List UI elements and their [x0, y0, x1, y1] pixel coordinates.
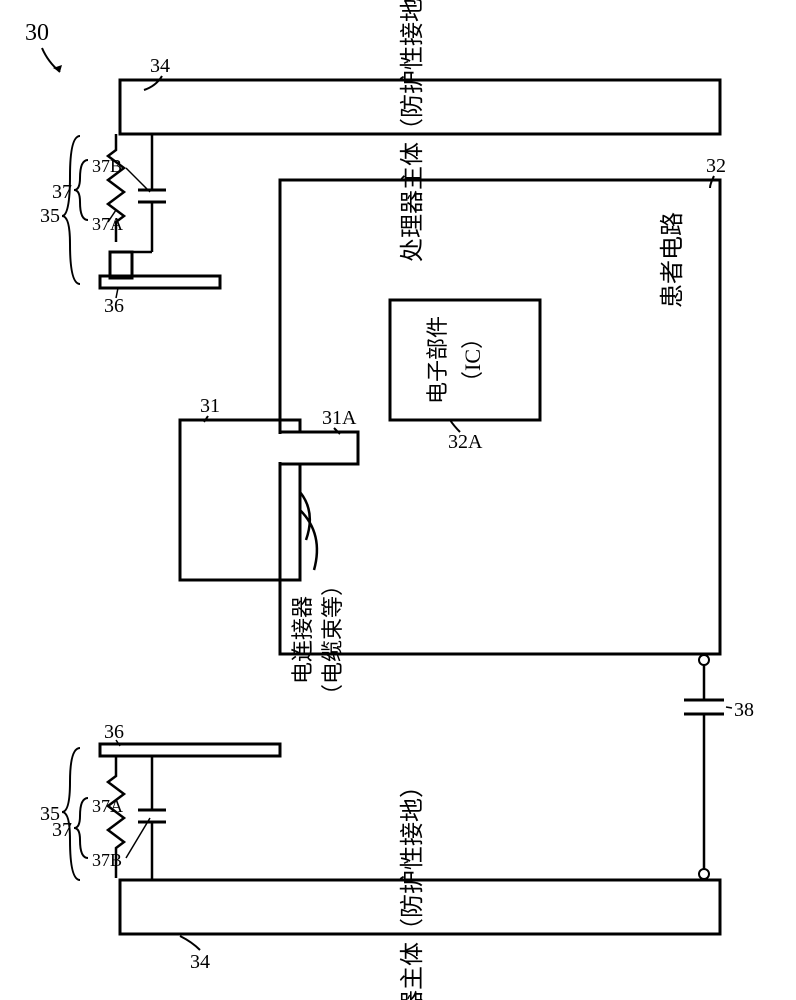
arrow-34-bottom — [180, 936, 200, 950]
ref-31: 31 — [200, 395, 220, 417]
brace-37-top — [74, 160, 88, 220]
ref-37A-top: 37A — [92, 214, 123, 234]
elec-connector-label-1: 电连接器 — [290, 596, 315, 684]
patient-circuit-label: 患者电路 — [659, 212, 686, 308]
ref-32A: 32A — [448, 431, 483, 453]
brace-35-top — [62, 136, 80, 284]
ref-36-bottom: 36 — [104, 721, 124, 743]
brace-37-bottom — [74, 798, 88, 858]
capacitor-38 — [684, 654, 724, 880]
elec-connector-label-2: （电缆束等） — [320, 574, 345, 706]
ic-label-2: （IC） — [460, 327, 485, 393]
processor-body-top-label: 处理器主体（防护性接地） — [399, 0, 426, 262]
ref-35-bottom: 35 — [40, 803, 60, 825]
leader-32 — [710, 176, 714, 188]
ref-37B-bottom: 37B — [92, 850, 122, 870]
ref-35-top: 35 — [40, 205, 60, 227]
ref-36-top: 36 — [104, 295, 124, 317]
brace-35-bottom — [62, 748, 80, 880]
ref-31A: 31A — [322, 407, 357, 429]
leader-37B-bottom — [126, 818, 150, 858]
leader-37B-top — [126, 168, 150, 192]
ref-32: 32 — [706, 155, 726, 177]
arm-mask — [277, 434, 283, 462]
ref-38: 38 — [734, 699, 754, 721]
ref-34-top: 34 — [150, 55, 170, 77]
processor-body-bottom-label: 处理器主体（防护性接地） — [399, 774, 426, 1000]
wire-2 — [300, 510, 317, 570]
block-diagram: 30 34 处理器主体（防护性接地） 34 处理器主体（防护性接地） 32 患者… — [0, 0, 796, 1000]
ref-30: 30 — [25, 20, 49, 46]
ref-34-bottom: 34 — [190, 951, 210, 973]
ref-37B-top: 37B — [92, 156, 122, 176]
ic-label-1: 电子部件 — [425, 316, 450, 404]
ref-37A-bottom: 37A — [92, 796, 123, 816]
rc-bottom-group — [100, 744, 280, 880]
connector-arm — [280, 432, 358, 464]
arrow-34-top — [144, 76, 162, 90]
leader-38 — [726, 707, 732, 708]
